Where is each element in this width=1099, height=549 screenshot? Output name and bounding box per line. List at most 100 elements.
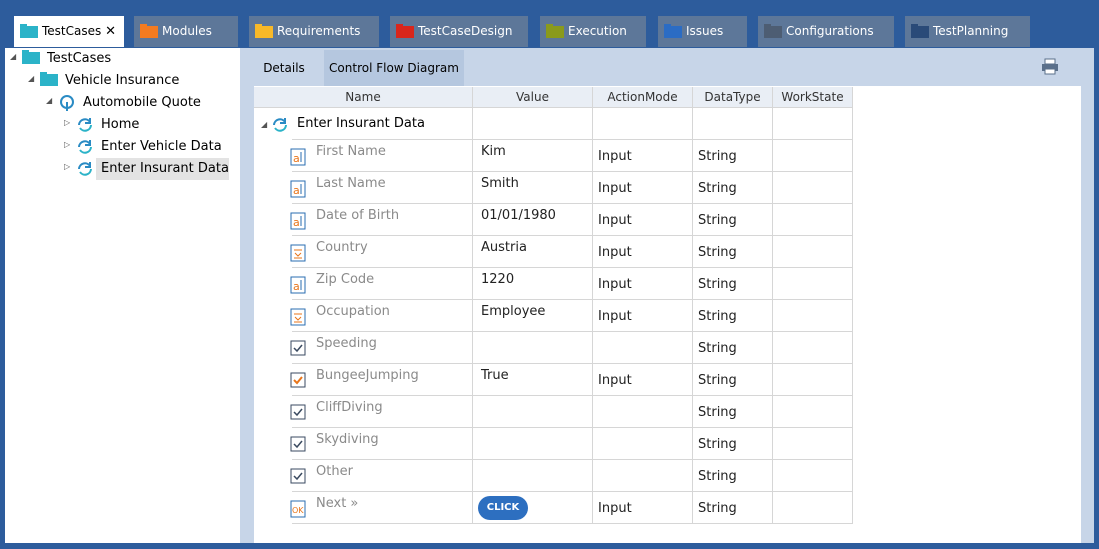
tree-expander[interactable]: ◢ (10, 52, 17, 61)
tree-icon (40, 72, 58, 90)
table-cell (693, 300, 773, 332)
column-header[interactable]: WorkState (773, 87, 853, 108)
tree-node[interactable]: Home (101, 117, 140, 132)
data-type: String (698, 245, 737, 260)
table-cell (473, 300, 593, 332)
column-header[interactable]: Value (473, 87, 593, 108)
svg-text:a: a (293, 184, 300, 197)
field-value[interactable]: Kim (481, 144, 506, 159)
table-cell (593, 108, 693, 140)
svg-text:a: a (293, 280, 300, 293)
data-type: String (698, 501, 737, 516)
table-cell (473, 108, 593, 140)
table-cell (773, 268, 853, 300)
tree-node[interactable]: TestCases (47, 51, 112, 66)
table-cell (773, 428, 853, 460)
table-cell (773, 396, 853, 428)
data-type: String (698, 405, 737, 420)
table-cell (593, 204, 693, 236)
tree-expander[interactable]: ▷ (64, 140, 71, 149)
tree-node[interactable]: Enter Insurant Data (101, 161, 229, 176)
table-cell (593, 492, 693, 524)
action-mode: Input (598, 501, 632, 516)
field-name: CliffDiving (316, 400, 383, 415)
tree-node[interactable]: Vehicle Insurance (65, 73, 180, 88)
row-icon: a (290, 212, 306, 234)
detail-tab[interactable]: Details (263, 61, 305, 75)
tree-icon (76, 160, 94, 182)
splitter (240, 48, 254, 543)
table-cell (292, 396, 473, 428)
tree-expander[interactable]: ▷ (64, 118, 71, 127)
field-value[interactable]: Smith (481, 176, 519, 191)
tree-expander[interactable]: ◢ (28, 74, 35, 83)
table-cell (773, 140, 853, 172)
module-tab[interactable]: Configurations (758, 16, 894, 47)
field-name: Occupation (316, 304, 390, 319)
module-tab[interactable]: Execution (540, 16, 646, 47)
data-type: String (698, 149, 737, 164)
module-tab[interactable]: Issues (658, 16, 747, 47)
module-tab[interactable]: Requirements (249, 16, 379, 47)
field-value[interactable]: Employee (481, 304, 546, 319)
detail-panel (254, 86, 1081, 543)
module-tab[interactable]: Modules (134, 16, 238, 47)
module-tab[interactable]: TestCases ✕ (14, 16, 124, 47)
data-type: String (698, 213, 737, 228)
table-cell (473, 396, 593, 428)
table-cell (593, 460, 693, 492)
field-value[interactable]: Austria (481, 240, 527, 255)
row-icon (290, 244, 306, 266)
tree-expander[interactable]: ◢ (46, 96, 53, 105)
table-cell (693, 460, 773, 492)
table-cell (773, 332, 853, 364)
data-type: String (698, 469, 737, 484)
row-icon: OK (290, 500, 306, 522)
table-cell (292, 140, 473, 172)
table-cell (473, 332, 593, 364)
expander[interactable]: ◢ (261, 120, 268, 129)
row-icon (290, 436, 306, 456)
module-tab[interactable]: TestPlanning (905, 16, 1030, 47)
table-cell (773, 364, 853, 396)
table-cell (693, 492, 773, 524)
tree-expander[interactable]: ▷ (64, 162, 71, 171)
table-cell (473, 204, 593, 236)
table-cell (593, 236, 693, 268)
table-cell (693, 108, 773, 140)
field-name: Skydiving (316, 432, 379, 447)
column-header[interactable]: ActionMode (593, 87, 693, 108)
module-tab[interactable]: TestCaseDesign (390, 16, 528, 47)
column-header[interactable]: DataType (693, 87, 773, 108)
table-cell (593, 300, 693, 332)
table-cell (473, 364, 593, 396)
data-type: String (698, 341, 737, 356)
tree-node[interactable]: Enter Vehicle Data (101, 139, 222, 154)
field-value[interactable]: True (481, 368, 509, 383)
table-cell (773, 492, 853, 524)
tree-icon (58, 94, 76, 116)
table-cell (593, 172, 693, 204)
table-cell (773, 300, 853, 332)
row-icon: a (290, 180, 306, 202)
action-mode: Input (598, 181, 632, 196)
table-cell (693, 172, 773, 204)
print-icon[interactable] (1041, 58, 1059, 76)
action-mode: Input (598, 213, 632, 228)
svg-text:OK: OK (292, 506, 304, 515)
tree-node[interactable]: Automobile Quote (83, 95, 201, 110)
table-cell (473, 428, 593, 460)
click-button[interactable]: CLICK (478, 496, 528, 520)
column-header[interactable]: Name (254, 87, 473, 108)
field-value[interactable]: 1220 (481, 272, 515, 287)
detail-tab[interactable]: Control Flow Diagram (324, 50, 464, 86)
table-cell (473, 236, 593, 268)
row-icon: a (290, 276, 306, 298)
field-value[interactable]: 01/01/1980 (481, 208, 556, 223)
row-icon (290, 468, 306, 488)
tree-panel (5, 48, 240, 543)
action-mode: Input (598, 373, 632, 388)
table-cell (292, 108, 473, 140)
field-name: BungeeJumping (316, 368, 419, 383)
tree-icon (76, 116, 94, 138)
